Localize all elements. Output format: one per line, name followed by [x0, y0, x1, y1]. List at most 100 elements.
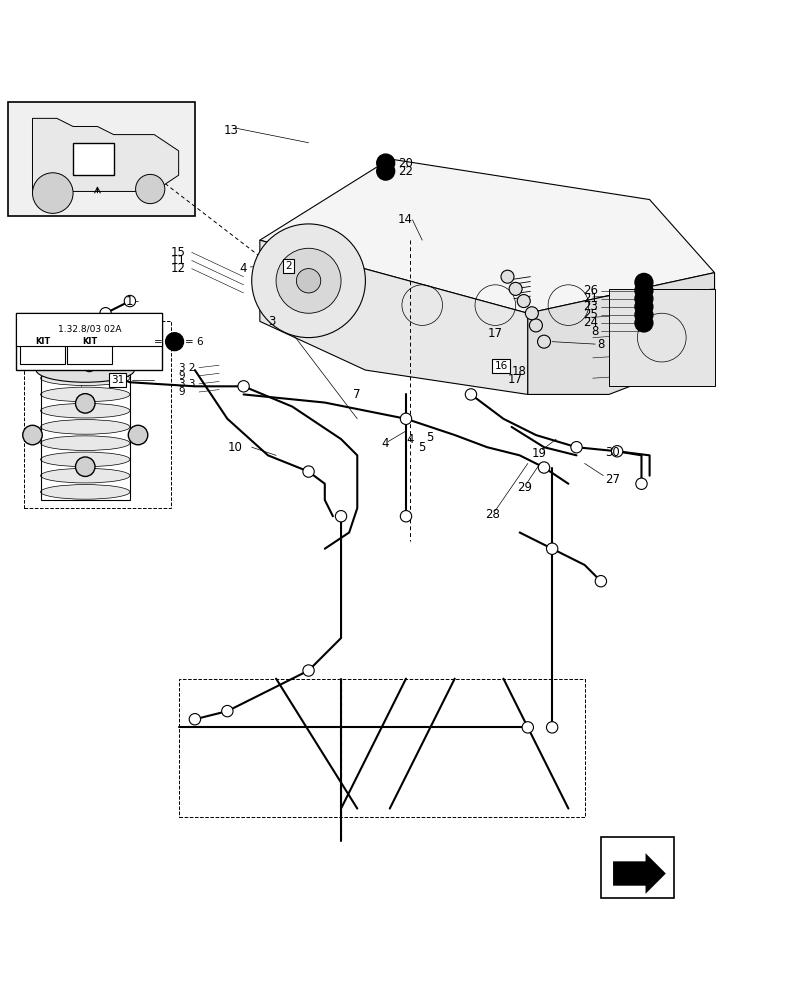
Circle shape [296, 269, 320, 293]
Circle shape [594, 576, 606, 587]
Polygon shape [612, 853, 665, 894]
Ellipse shape [41, 468, 130, 483]
Circle shape [376, 162, 394, 180]
Circle shape [400, 511, 411, 522]
Bar [178, 679, 584, 817]
Circle shape [84, 360, 95, 372]
Text: 12: 12 [170, 262, 185, 275]
Bar [41, 370, 130, 500]
Text: 9: 9 [178, 371, 185, 381]
Circle shape [634, 298, 652, 316]
Text: 23: 23 [583, 300, 598, 313]
Text: 29: 29 [517, 481, 531, 494]
Text: 21: 21 [583, 292, 598, 305]
Circle shape [634, 306, 652, 324]
Circle shape [465, 389, 476, 400]
Circle shape [521, 722, 533, 733]
Circle shape [75, 457, 95, 476]
Bar [67, 320, 112, 364]
Text: 20: 20 [397, 157, 412, 170]
Text: TRACTOR
THUMBNAIL: TRACTOR THUMBNAIL [81, 152, 122, 165]
Circle shape [376, 154, 394, 172]
Bar [73, 143, 114, 175]
Text: 3 2: 3 2 [178, 363, 195, 373]
Bar [608, 289, 714, 386]
Circle shape [165, 333, 183, 351]
Text: 3 3: 3 3 [178, 379, 195, 389]
Polygon shape [260, 240, 527, 394]
Text: 5: 5 [426, 431, 433, 444]
Text: 4: 4 [406, 433, 413, 446]
Text: 10: 10 [227, 441, 242, 454]
Circle shape [634, 290, 652, 308]
Circle shape [546, 722, 557, 733]
Circle shape [400, 413, 411, 424]
Text: = 6: = 6 [154, 337, 173, 347]
Circle shape [23, 425, 42, 445]
Circle shape [634, 282, 652, 299]
Polygon shape [260, 159, 714, 313]
Text: 25: 25 [583, 308, 598, 321]
Bar [16, 313, 162, 370]
Ellipse shape [41, 403, 130, 418]
Circle shape [221, 705, 233, 717]
Ellipse shape [41, 387, 130, 402]
Text: 1.32.8/03 02A: 1.32.8/03 02A [58, 325, 121, 334]
Text: 4: 4 [381, 437, 388, 450]
Text: 4: 4 [239, 262, 247, 275]
Text: 17: 17 [487, 327, 501, 340]
Text: 9: 9 [178, 387, 185, 397]
Circle shape [303, 665, 314, 676]
Circle shape [570, 442, 581, 453]
Circle shape [251, 224, 365, 338]
Text: 26: 26 [583, 284, 598, 297]
Text: 22: 22 [397, 165, 412, 178]
Text: 8: 8 [596, 338, 603, 351]
Circle shape [100, 308, 111, 319]
Bar [20, 320, 65, 364]
Circle shape [303, 466, 314, 477]
Text: 17: 17 [507, 373, 521, 386]
Text: KIT: KIT [83, 337, 97, 346]
Polygon shape [527, 273, 714, 394]
Circle shape [611, 446, 622, 457]
Text: 18: 18 [511, 365, 526, 378]
Circle shape [133, 333, 151, 351]
Text: 7: 7 [353, 388, 360, 401]
Text: 24: 24 [583, 316, 598, 329]
Ellipse shape [41, 420, 130, 434]
Text: 3: 3 [268, 315, 275, 328]
Circle shape [124, 295, 135, 307]
Circle shape [529, 319, 542, 332]
Text: 19: 19 [531, 447, 546, 460]
Text: 8: 8 [590, 325, 598, 338]
Bar [8, 102, 195, 216]
FancyBboxPatch shape [16, 313, 162, 346]
Ellipse shape [41, 436, 130, 450]
Text: 16: 16 [494, 361, 507, 371]
Text: KIT: KIT [36, 337, 50, 346]
Circle shape [335, 511, 346, 522]
Text: 28: 28 [485, 508, 500, 521]
Ellipse shape [41, 452, 130, 467]
Circle shape [135, 174, 165, 204]
Text: 1: 1 [126, 295, 133, 308]
Ellipse shape [36, 358, 134, 382]
Text: 13: 13 [223, 124, 238, 137]
Circle shape [276, 248, 341, 313]
Text: 5: 5 [418, 441, 425, 454]
Circle shape [500, 270, 513, 283]
Circle shape [238, 381, 249, 392]
Circle shape [75, 394, 95, 413]
Circle shape [189, 714, 200, 725]
Circle shape [128, 425, 148, 445]
Circle shape [537, 335, 550, 348]
Ellipse shape [41, 371, 130, 386]
Text: 2: 2 [285, 261, 291, 271]
Circle shape [634, 273, 652, 291]
Bar [24, 321, 170, 508]
Circle shape [634, 314, 652, 332]
Bar [600, 837, 673, 898]
Circle shape [32, 173, 73, 213]
Circle shape [525, 307, 538, 320]
